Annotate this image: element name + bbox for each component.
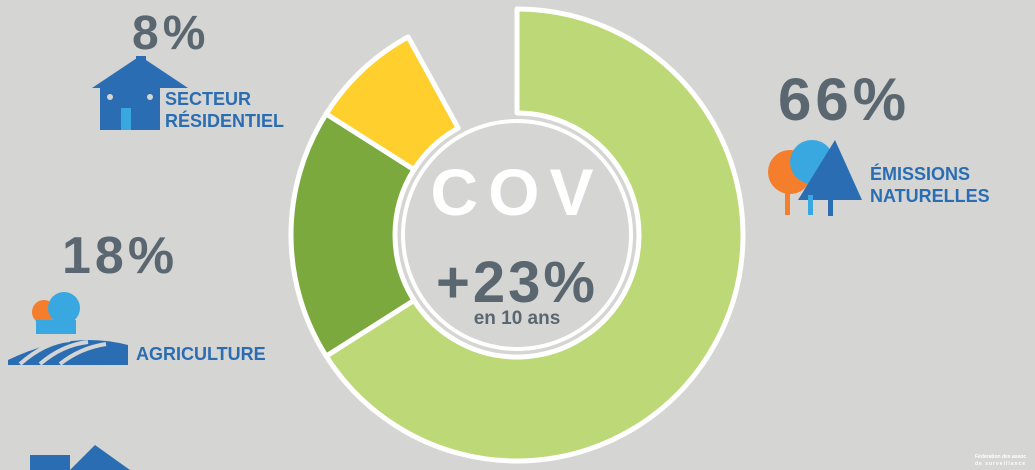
donut-segment — [288, 111, 417, 359]
center-title: COV — [430, 155, 603, 229]
footer-text: de surveillance — [975, 461, 1027, 467]
trees-icon — [768, 140, 862, 216]
footer-text: Fédération des assoc — [975, 454, 1027, 460]
value-label: 8% — [132, 7, 210, 60]
donut-segment — [323, 6, 746, 464]
center-value: +23% — [436, 250, 598, 315]
value-label: 66% — [778, 66, 911, 133]
center-note: en 10 ans — [474, 308, 561, 329]
donut-segment — [323, 34, 461, 173]
center-ring — [401, 119, 633, 351]
value-label: 18% — [62, 227, 179, 285]
category-label: ÉMISSIONS NATURELLES — [870, 164, 990, 206]
house-icon — [92, 56, 188, 130]
category-label: AGRICULTURE — [136, 344, 266, 364]
field-icon — [8, 292, 128, 366]
transport-icon — [30, 445, 130, 470]
category-label: SECTEUR RÉSIDENTIEL — [165, 89, 285, 131]
